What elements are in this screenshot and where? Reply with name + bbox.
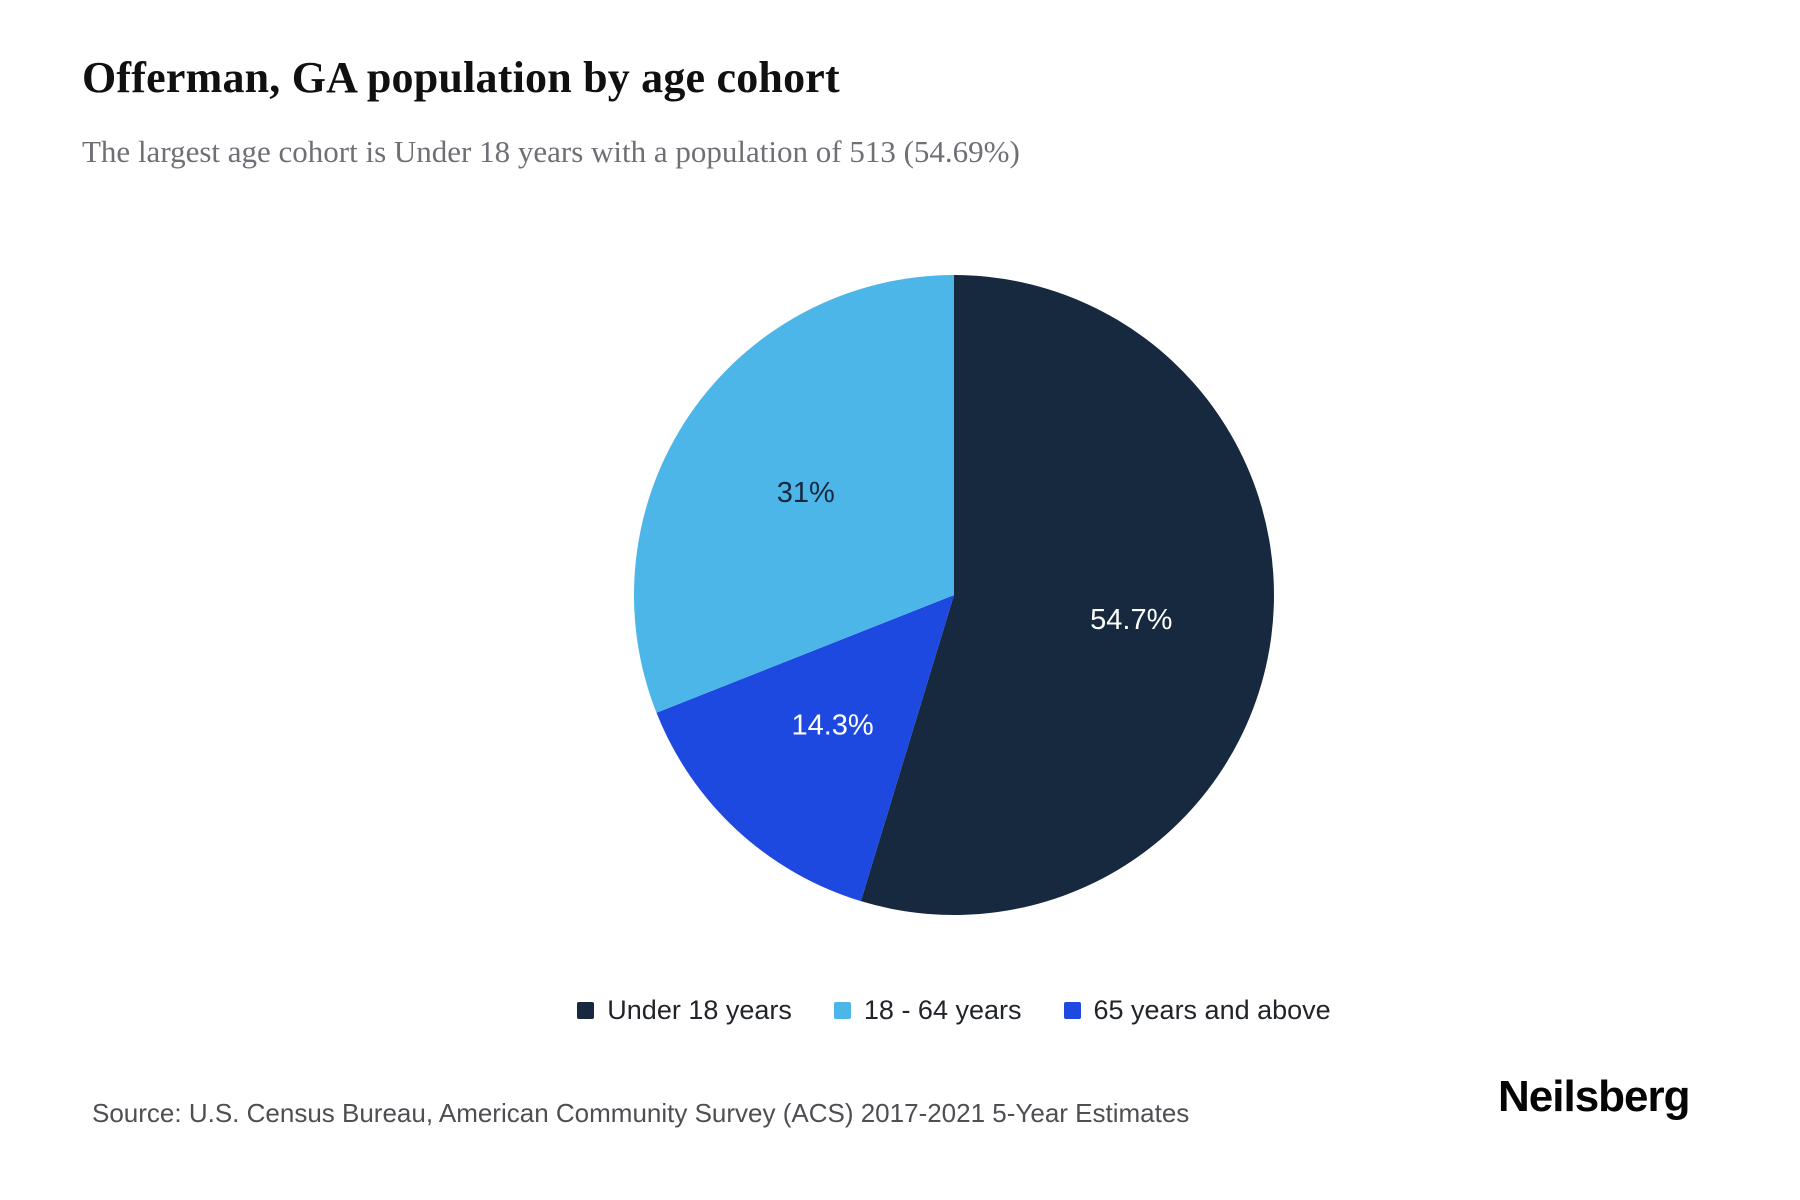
source-note: Source: U.S. Census Bureau, American Com…: [92, 1098, 1190, 1128]
legend-item-18-64-years[interactable]: 18 - 64 years: [833, 995, 1022, 1026]
legend-swatch-18-64-years: [833, 1002, 851, 1019]
pie-slice-label-under-18-years: 54.7%: [1090, 604, 1172, 636]
pie-slice-18-64-years[interactable]: [633, 275, 954, 713]
legend-label: Under 18 years: [607, 995, 792, 1025]
legend-swatch-65-years-and-above: [1063, 1002, 1081, 1019]
chart-title: Offerman, GA population by age cohort: [82, 53, 840, 102]
pie-slice-label-65-years-and-above: 14.3%: [791, 709, 873, 741]
legend-item-65-years-and-above[interactable]: 65 years and above: [1063, 995, 1331, 1026]
legend: Under 18 years 18 - 64 years 65 years an…: [554, 995, 1354, 1026]
legend-swatch-under-18-years: [577, 1002, 595, 1019]
pie-slice-under-18-years[interactable]: [860, 275, 1274, 915]
pie-chart-svg: 54.7% 14.3% 31%: [633, 275, 1274, 915]
pie-chart: 54.7% 14.3% 31%: [554, 195, 1354, 995]
chart-subtitle: The largest age cohort is Under 18 years…: [82, 134, 1020, 169]
legend-item-under-18-years[interactable]: Under 18 years: [577, 995, 792, 1026]
pie-slice-65-years-and-above[interactable]: [656, 595, 954, 902]
legend-label: 18 - 64 years: [863, 995, 1022, 1025]
brand-logo: Neilsberg: [1498, 1072, 1691, 1121]
legend-label: 65 years and above: [1093, 995, 1331, 1025]
pie-slice-label-18-64-years: 31%: [777, 477, 835, 509]
